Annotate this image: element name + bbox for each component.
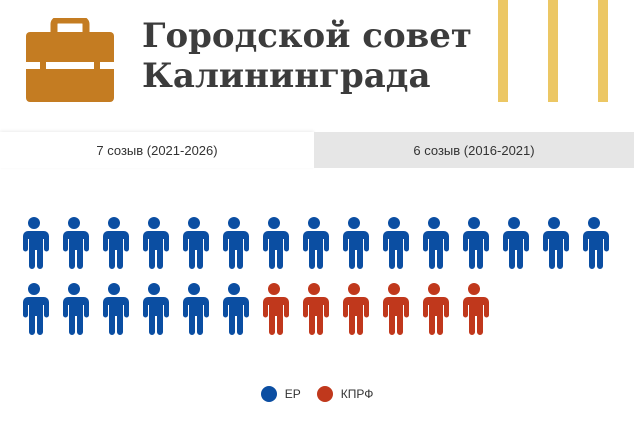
tab-convocation-6[interactable]: 6 созыв (2016-2021) [314,132,634,168]
briefcase-icon [26,18,114,102]
seat-person-icon [263,217,289,269]
legend-item-kprf: КПРФ [316,386,374,402]
seat-person-icon [383,283,409,335]
stripe [498,0,508,102]
legend-dot-er [260,386,277,402]
legend-item-er: ЕР [260,386,301,402]
legend-label-kprf: КПРФ [340,387,374,401]
seat-person-icon [343,217,369,269]
seat-person-icon [183,283,209,335]
seat-person-icon [223,217,249,269]
seat-person-icon [263,283,289,335]
page-title-line2: Калининграда [142,56,431,96]
seat-person-icon [303,217,329,269]
legend: ЕР КПРФ [0,384,634,404]
page-title: Городской совет Калининграда [142,16,472,96]
convocation-tabs: 7 созыв (2021-2026) 6 созыв (2016-2021) [0,132,634,168]
page-title-line1: Городской совет [142,16,472,56]
seat-person-icon [463,217,489,269]
seat-person-icon [223,283,249,335]
seat-person-icon [183,217,209,269]
seat-person-icon [343,283,369,335]
seat-person-icon [23,283,49,335]
seat-person-icon [103,217,129,269]
seat-person-icon [143,283,169,335]
decorative-stripes [498,0,610,102]
seat-person-icon [423,283,449,335]
legend-dot-kprf [316,386,333,402]
seat-person-icon [63,283,89,335]
seat-person-icon [23,217,49,269]
tab-convocation-7[interactable]: 7 созыв (2021-2026) [0,132,314,168]
seat-person-icon [143,217,169,269]
seat-person-icon [463,283,489,335]
seat-person-icon [63,217,89,269]
seat-person-icon [423,217,449,269]
seat-person-icon [543,217,569,269]
seat-person-icon [103,283,129,335]
stripe [548,0,558,102]
seat-person-icon [583,217,609,269]
seat-person-icon [383,217,409,269]
header: Городской совет Калининграда [0,0,634,120]
stripe [598,0,608,102]
seat-person-icon [303,283,329,335]
legend-label-er: ЕР [284,387,301,401]
seat-person-icon [503,217,529,269]
